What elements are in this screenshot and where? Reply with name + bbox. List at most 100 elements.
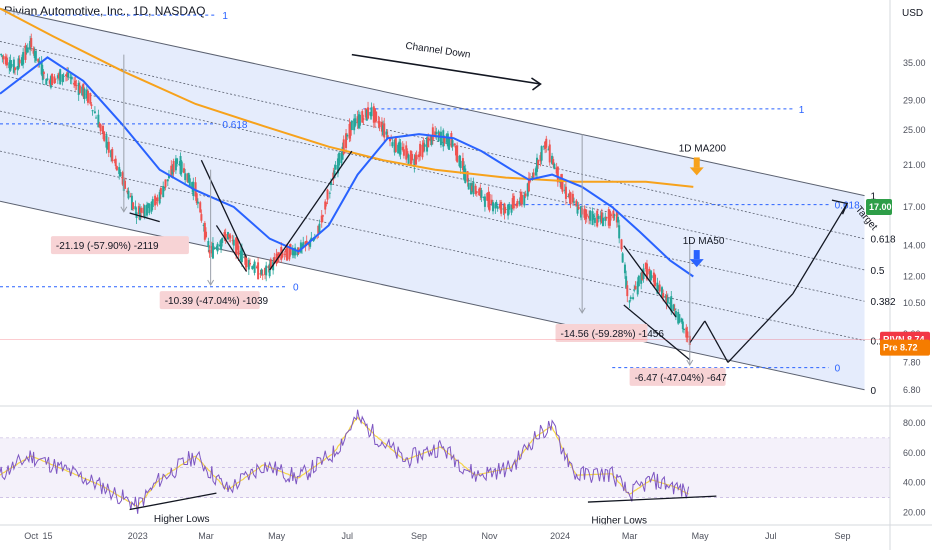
candle-body [480, 190, 483, 198]
rsi-higher-lows-line [587, 495, 717, 503]
candle-body [610, 214, 613, 216]
candle-body [605, 216, 608, 219]
candle-body [407, 154, 410, 164]
drop-box-text: -6.47 (-47.04%) -647 [635, 373, 728, 384]
drop-box-text: -21.19 (-57.90%) -2119 [56, 241, 159, 252]
candle-body [498, 203, 501, 209]
candle-body [551, 155, 554, 164]
candle-body [555, 167, 558, 174]
candle-body [474, 185, 477, 194]
drop-box [159, 291, 260, 310]
candle-body [375, 111, 378, 122]
candle-body [583, 209, 586, 218]
candle-body [370, 107, 373, 117]
drop-box [50, 236, 189, 255]
candle-body [89, 93, 92, 104]
candle-body [103, 131, 106, 141]
candle-body [134, 206, 137, 210]
candle-body [320, 215, 323, 223]
candle-body [267, 266, 270, 268]
candles-layer [0, 33, 691, 350]
level-label: 1 [799, 105, 805, 116]
candle-body [678, 314, 681, 323]
candle-body [573, 201, 576, 203]
trend-line [704, 320, 729, 363]
candle-body [22, 52, 25, 65]
candle-body [397, 144, 400, 154]
candle-body [670, 296, 673, 312]
candle-body [326, 189, 329, 200]
candle-body [111, 149, 114, 162]
candle-body [672, 304, 675, 311]
candle-body [409, 150, 412, 165]
fib-line-0 [0, 200, 865, 391]
candle-body [434, 131, 437, 136]
candle-body [633, 289, 636, 291]
channel-fill [0, 8, 865, 390]
drop-box [629, 367, 726, 386]
rsi-layer: Higher Lows Higher Lows [0, 409, 890, 527]
candle-body [504, 209, 507, 211]
candle-body [340, 152, 343, 164]
candle-body [332, 172, 335, 180]
candle-body [59, 69, 62, 85]
candle-body [127, 190, 130, 199]
rsi-higher-lows-label: Higher Lows [591, 516, 647, 527]
candle-body [341, 146, 344, 160]
candle-body [459, 160, 462, 169]
candle-body [310, 237, 313, 241]
candle-body [29, 40, 32, 50]
candle-body [547, 148, 550, 151]
candle-body [621, 253, 624, 263]
candle-body [544, 141, 547, 149]
candle-body [46, 78, 49, 80]
candle-body [349, 121, 352, 136]
ma200-arrow-head [689, 167, 704, 176]
candle-body [151, 199, 154, 207]
candle-body [503, 203, 506, 214]
level-label: 0.618 [222, 120, 247, 131]
candle-body [626, 285, 629, 297]
candle-body [166, 179, 169, 182]
candle-body [231, 240, 234, 242]
candle-body [70, 76, 73, 80]
candle-body [150, 201, 153, 212]
candle-body [196, 201, 199, 204]
time-tick: Sep [835, 531, 851, 541]
channel-down-label: Channel Down [405, 41, 472, 61]
ma50-arrow-head [689, 259, 704, 268]
rsi-line [0, 409, 690, 514]
candle-body [18, 59, 21, 64]
candle-body [642, 268, 645, 279]
candle-body [86, 90, 89, 103]
candle-body [140, 208, 143, 213]
candle-body [422, 142, 425, 151]
candle-body [184, 173, 187, 181]
candle-body [604, 216, 607, 221]
candle-body [553, 163, 556, 170]
candle-body [296, 249, 299, 256]
candle-body [2, 56, 5, 60]
candle-body [317, 225, 320, 235]
candle-body [527, 177, 530, 192]
candle-body [369, 111, 372, 116]
price-tick: 17.00 [903, 202, 926, 212]
candle-body [585, 213, 588, 217]
target-price-tag-text: 17.00 [869, 202, 892, 212]
time-tick: Mar [198, 531, 214, 541]
candle-body [439, 131, 442, 146]
candle-body [357, 114, 360, 128]
candle-body [523, 194, 526, 206]
candle-body [599, 215, 602, 222]
candle-body [680, 318, 683, 323]
candle-body [662, 293, 665, 298]
candle-body [563, 189, 566, 191]
price-tick: 6.80 [903, 385, 921, 395]
candle-body [419, 143, 422, 157]
candle-body [356, 116, 359, 124]
candle-body [148, 203, 151, 214]
candle-body [502, 208, 505, 210]
candle-body [377, 121, 380, 124]
